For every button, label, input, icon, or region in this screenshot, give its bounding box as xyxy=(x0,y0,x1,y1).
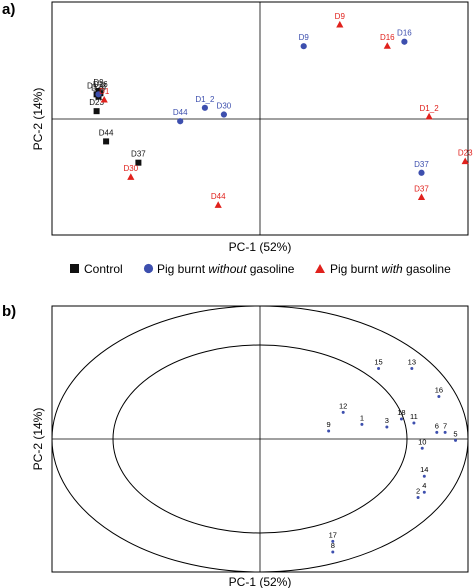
control-marker-d37 xyxy=(135,159,142,166)
pig-burnt-with-gasoline-label-d1-2: D1_2 xyxy=(420,104,440,113)
loading-label-2: 2 xyxy=(416,487,420,496)
control-marker-d23 xyxy=(93,108,100,115)
loading-point-1 xyxy=(360,422,364,426)
pig-burnt-with-gasoline-label-d9: D9 xyxy=(335,12,346,21)
loading-label-14: 14 xyxy=(420,465,428,474)
pig-burnt-without-gasoline-marker-d30 xyxy=(220,111,227,118)
loading-label-11: 11 xyxy=(410,412,418,421)
loading-label-13: 13 xyxy=(408,358,416,367)
loading-label-18: 18 xyxy=(397,408,405,417)
loading-point-10 xyxy=(420,446,424,450)
loading-label-3: 3 xyxy=(385,416,389,425)
loading-point-18 xyxy=(399,417,403,421)
pig-burnt-with-gasoline-label-d30: D30 xyxy=(123,164,138,173)
loading-label-9: 9 xyxy=(327,420,331,429)
loading-point-4 xyxy=(422,490,426,494)
loading-point-3 xyxy=(385,425,389,429)
legend-label-with-gasoline: Pig burnt with gasoline xyxy=(330,262,451,276)
legend-label-without-gasoline: Pig burnt without gasoline xyxy=(157,262,295,276)
loading-label-10: 10 xyxy=(418,437,426,446)
pca-scores-plot: PC-1 (52%) PC-2 (14%) D1_2D30D16D9D23D44… xyxy=(31,1,473,254)
loading-point-9 xyxy=(327,429,331,433)
inner-correlation-circle xyxy=(112,344,408,534)
plot-a-ylabel: PC-2 (14%) xyxy=(31,88,45,151)
loading-point-15 xyxy=(377,367,381,371)
pig-burnt-with-gasoline-marker-d1 xyxy=(100,95,108,103)
control-label-d1-2: D1_2 xyxy=(87,81,107,90)
control-label-d37: D37 xyxy=(131,150,146,159)
control-label-d44: D44 xyxy=(99,128,114,137)
loading-label-16: 16 xyxy=(435,385,443,394)
legend: Control Pig burnt without gasoline Pig b… xyxy=(70,262,451,276)
plot-b-ylabel: PC-2 (14%) xyxy=(31,408,45,471)
loading-point-17 xyxy=(331,539,335,543)
pig-burnt-with-gasoline-marker-d37 xyxy=(417,193,426,200)
pig-burnt-with-gasoline-label-d23: D23 xyxy=(458,149,473,158)
pig-burnt-with-gasoline-label-d37: D37 xyxy=(414,184,429,193)
pig-burnt-without-gasoline-marker-d37 xyxy=(418,169,425,176)
legend-marker-with-gasoline xyxy=(315,264,325,273)
panel-b-label: b) xyxy=(2,303,16,320)
pig-burnt-without-gasoline-label-d30: D30 xyxy=(217,102,232,111)
pig-burnt-without-gasoline-label-d9: D9 xyxy=(299,33,310,42)
loading-point-5 xyxy=(454,438,458,442)
loading-label-8: 8 xyxy=(331,541,335,550)
pig-burnt-with-gasoline-label-d16: D16 xyxy=(380,33,395,42)
loading-label-12: 12 xyxy=(339,401,347,410)
pig-burnt-without-gasoline-label-d37: D37 xyxy=(414,160,429,169)
loading-label-4: 4 xyxy=(422,481,426,490)
pig-burnt-without-gasoline-marker-6 xyxy=(95,91,102,98)
control-label-d16: D16 xyxy=(93,80,108,89)
pig-burnt-without-gasoline-label-d16: D16 xyxy=(397,29,412,38)
loading-point-14 xyxy=(422,474,426,478)
control-label-d23: D23 xyxy=(89,98,104,107)
pig-burnt-with-gasoline-label-d1: D1 xyxy=(99,87,110,96)
plot-b-xlabel: PC-1 (52%) xyxy=(229,575,292,588)
pig-burnt-with-gasoline-marker-d30 xyxy=(127,173,135,180)
plot-a-xlabel: PC-1 (52%) xyxy=(229,240,292,254)
loading-point-7 xyxy=(443,430,447,434)
pig-burnt-without-gasoline-marker-d44 xyxy=(177,118,184,125)
panel-a-label: a) xyxy=(2,1,15,18)
loading-label-7: 7 xyxy=(443,421,447,430)
pig-burnt-with-gasoline-label-d44: D44 xyxy=(211,192,226,201)
legend-marker-without-gasoline xyxy=(143,263,154,274)
control-label-d9: D9 xyxy=(93,78,104,87)
loading-point-13 xyxy=(410,367,414,371)
loading-point-6 xyxy=(435,430,439,434)
loading-label-15: 15 xyxy=(374,358,382,367)
legend-label-control: Control xyxy=(84,262,123,276)
pig-burnt-without-gasoline-marker-d9 xyxy=(300,43,307,50)
pig-burnt-with-gasoline-marker-d9 xyxy=(336,20,344,28)
loading-label-6: 6 xyxy=(435,421,439,430)
loading-label-5: 5 xyxy=(453,429,457,438)
loading-label-17: 17 xyxy=(329,530,337,539)
plot-a-points: D1_2D30D16D9D23D44D37D9D16D1_2D30D44D37D… xyxy=(87,12,473,208)
pig-burnt-with-gasoline-marker-d16 xyxy=(383,42,391,49)
pig-burnt-without-gasoline-label-d1-2: D1_2 xyxy=(195,95,215,104)
control-marker-d9 xyxy=(95,88,102,94)
pig-burnt-with-gasoline-marker-d1-2 xyxy=(425,112,433,120)
pig-burnt-without-gasoline-marker-d1-2 xyxy=(201,104,208,111)
loading-label-1: 1 xyxy=(360,413,364,422)
loading-point-2 xyxy=(416,496,420,500)
legend-marker-control xyxy=(70,264,79,273)
loading-point-8 xyxy=(331,550,335,554)
loading-point-16 xyxy=(437,394,441,398)
pig-burnt-without-gasoline-marker-d16 xyxy=(401,38,408,45)
outer-correlation-circle xyxy=(51,305,469,573)
loading-point-12 xyxy=(341,410,345,414)
pig-burnt-without-gasoline-label-d44: D44 xyxy=(173,108,188,117)
control-marker-d44 xyxy=(103,138,110,145)
loading-point-11 xyxy=(412,421,416,425)
pig-burnt-with-gasoline-marker-d23 xyxy=(461,157,469,165)
pig-burnt-with-gasoline-marker-d44 xyxy=(214,201,222,208)
